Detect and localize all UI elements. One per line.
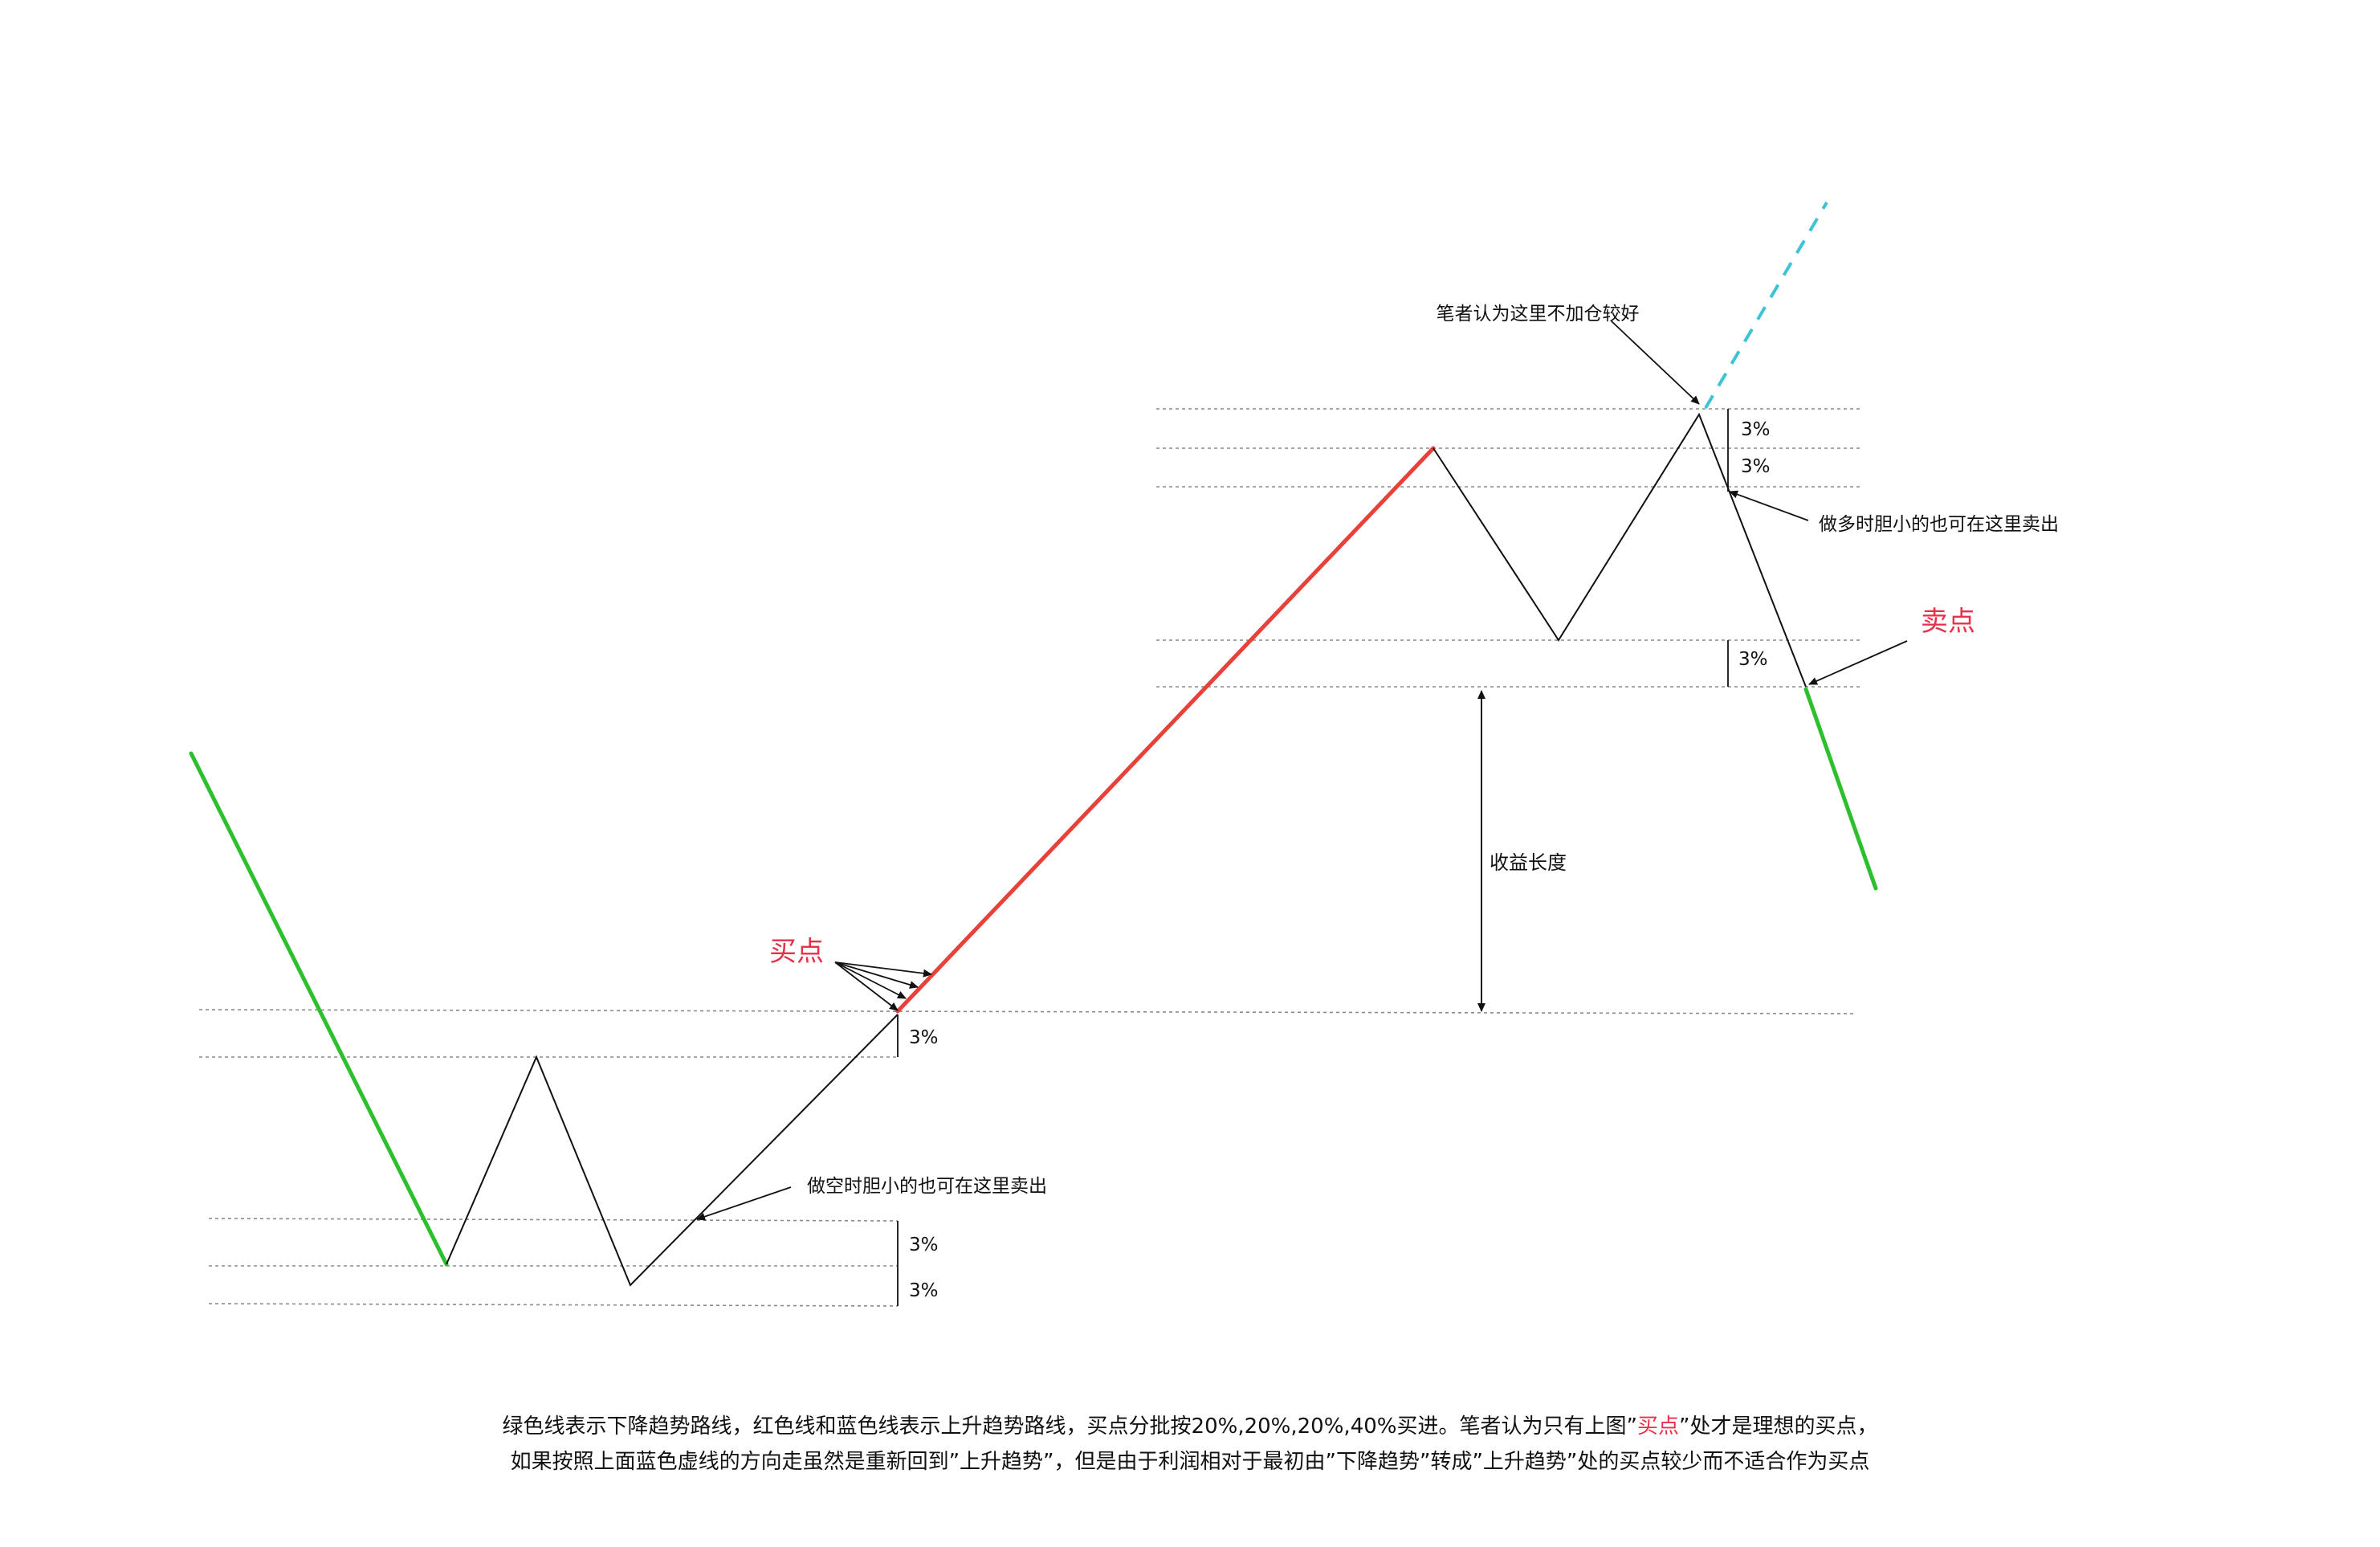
pct-label-mid: 3% bbox=[1738, 649, 1768, 670]
no-add-label: 笔者认为这里不加仓较好 bbox=[1437, 304, 1640, 325]
pct-bars bbox=[897, 409, 1729, 1306]
profit-length-label: 收益长度 bbox=[1490, 851, 1567, 874]
buy-point-label: 买点 bbox=[769, 936, 824, 968]
buy-arrow-4 bbox=[834, 961, 899, 1011]
short-sell-label: 做空时胆小的也可在这里卖出 bbox=[807, 1176, 1047, 1197]
dashed-uptrend-line bbox=[1704, 201, 1828, 410]
uptrend-line bbox=[895, 446, 1436, 1014]
pct-label-top-1: 3% bbox=[1741, 419, 1771, 440]
buy-arrow-2 bbox=[834, 961, 919, 989]
ref-line-bottom-1 bbox=[208, 1218, 899, 1222]
ref-line-buy-level bbox=[198, 1009, 1856, 1014]
bottom-zigzag bbox=[446, 1014, 899, 1287]
caption-line-1-highlight: 买点 bbox=[1636, 1414, 1679, 1439]
pct-label-bottom-2: 3% bbox=[909, 1280, 939, 1301]
top-zigzag bbox=[1432, 412, 1807, 688]
short-sell-arrow bbox=[696, 1186, 792, 1221]
caption-line-1: 绿色线表示下降趋势路线，红色线和蓝色线表示上升趋势路线，买点分批按20%,20%… bbox=[0, 1410, 2380, 1439]
downtrend-line-right bbox=[1803, 687, 1878, 891]
no-add-arrow bbox=[1611, 320, 1700, 405]
sell-point-arrow bbox=[1808, 640, 1908, 685]
ref-line-bottom-3 bbox=[208, 1303, 899, 1307]
buy-point-arrows bbox=[834, 961, 932, 1011]
caption-line-1-text-b: ”处才是理想的买点， bbox=[1678, 1414, 1878, 1439]
caption-line-1-text-a: 绿色线表示下降趋势路线，红色线和蓝色线表示上升趋势路线，买点分批按20%,20%… bbox=[502, 1414, 1637, 1439]
buy-arrow-3 bbox=[834, 961, 907, 999]
pct-label-bottom-1: 3% bbox=[909, 1235, 939, 1255]
pct-label-top-2: 3% bbox=[1741, 456, 1771, 477]
pct-label-buy: 3% bbox=[909, 1027, 939, 1048]
sell-point-label: 卖点 bbox=[1921, 606, 1975, 638]
long-sell-label: 做多时胆小的也可在这里卖出 bbox=[1819, 514, 2059, 535]
long-sell-arrow bbox=[1729, 490, 1809, 521]
reference-lines bbox=[198, 408, 1863, 1307]
downtrend-line-left bbox=[189, 751, 449, 1267]
buy-arrow-1 bbox=[834, 961, 932, 978]
caption-line-2: 如果按照上面蓝色虚线的方向走虽然是重新回到”上升趋势”，但是由于利润相对于最初由… bbox=[510, 1450, 1870, 1474]
